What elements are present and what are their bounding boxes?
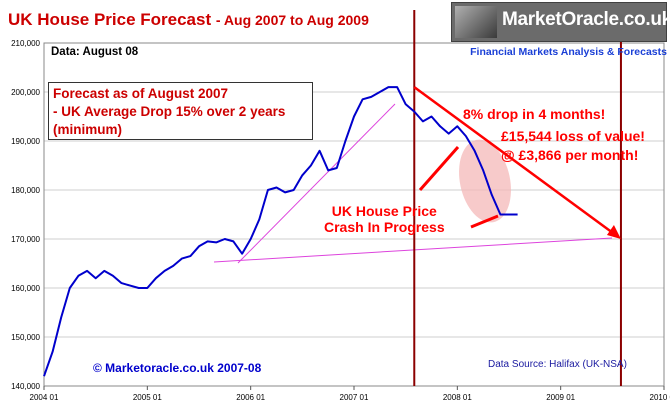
annotation-drop: 8% drop in 4 months! [463, 106, 606, 122]
x-tick-label: 2007 01 [340, 393, 369, 402]
forecast-line-1: Forecast as of August 2007 [53, 86, 229, 101]
trend-line-rising [237, 103, 396, 264]
y-tick-label: 210,000 [11, 39, 40, 48]
y-tick-label: 150,000 [11, 333, 40, 342]
brand-name: MarketOracle.co.uk [502, 9, 670, 30]
forecast-box: Forecast as of August 2007 - UK Average … [48, 82, 313, 140]
copyright-notice: © Marketoracle.co.uk 2007-08 [93, 361, 262, 375]
crash-pointer-upper [418, 146, 460, 191]
brand-logo: MarketOracle.co.uk Financial Markets Ana… [451, 2, 670, 68]
annotation-loss: £15,544 loss of value! [501, 128, 645, 144]
chart-subtitle: - Aug 2007 to Aug 2009 [215, 12, 369, 28]
annotation-crash-line-1: UK House Price [331, 203, 437, 219]
chart-title-block: UK House Price Forecast - Aug 2007 to Au… [8, 10, 369, 30]
x-tick-label: 2009 01 [546, 393, 575, 402]
x-tick-label: 2008 01 [443, 393, 472, 402]
trend-line-support [213, 237, 613, 263]
x-tick-label: 2010 01 [650, 393, 670, 402]
x-tick-label: 2004 01 [30, 393, 59, 402]
brand-banner: MarketOracle.co.uk [451, 2, 670, 42]
crash-pointer-lower [470, 214, 499, 229]
brand-tagline: Financial Markets Analysis & Forecasts [470, 46, 667, 58]
forecast-line-2: - UK Average Drop 15% over 2 years [53, 104, 286, 119]
forecast-arrowhead [606, 225, 621, 239]
data-date-label: Data: August 08 [51, 46, 139, 58]
y-tick-label: 200,000 [11, 88, 40, 97]
annotation-crash-line-2: Crash In Progress [324, 219, 445, 235]
data-source: Data Source: Halifax (UK-NSA) [488, 359, 627, 370]
forecast-line-3: (minimum) [53, 122, 122, 137]
forecast-line [413, 86, 614, 235]
annotation-crash: UK House Price Crash In Progress [324, 203, 445, 235]
y-tick-label: 160,000 [11, 284, 40, 293]
brand-photo-icon [455, 6, 497, 38]
y-tick-label: 170,000 [11, 235, 40, 244]
annotation-per-month: @ £3,866 per month! [501, 147, 639, 163]
y-tick-label: 190,000 [11, 137, 40, 146]
series-line-house-price [43, 86, 518, 377]
x-tick-label: 2005 01 [133, 393, 162, 402]
chart-title: UK House Price Forecast [8, 10, 212, 29]
x-tick-label: 2006 01 [236, 393, 265, 402]
y-tick-label: 140,000 [11, 382, 40, 391]
y-tick-label: 180,000 [11, 186, 40, 195]
crash-highlight-ellipse [459, 139, 511, 223]
